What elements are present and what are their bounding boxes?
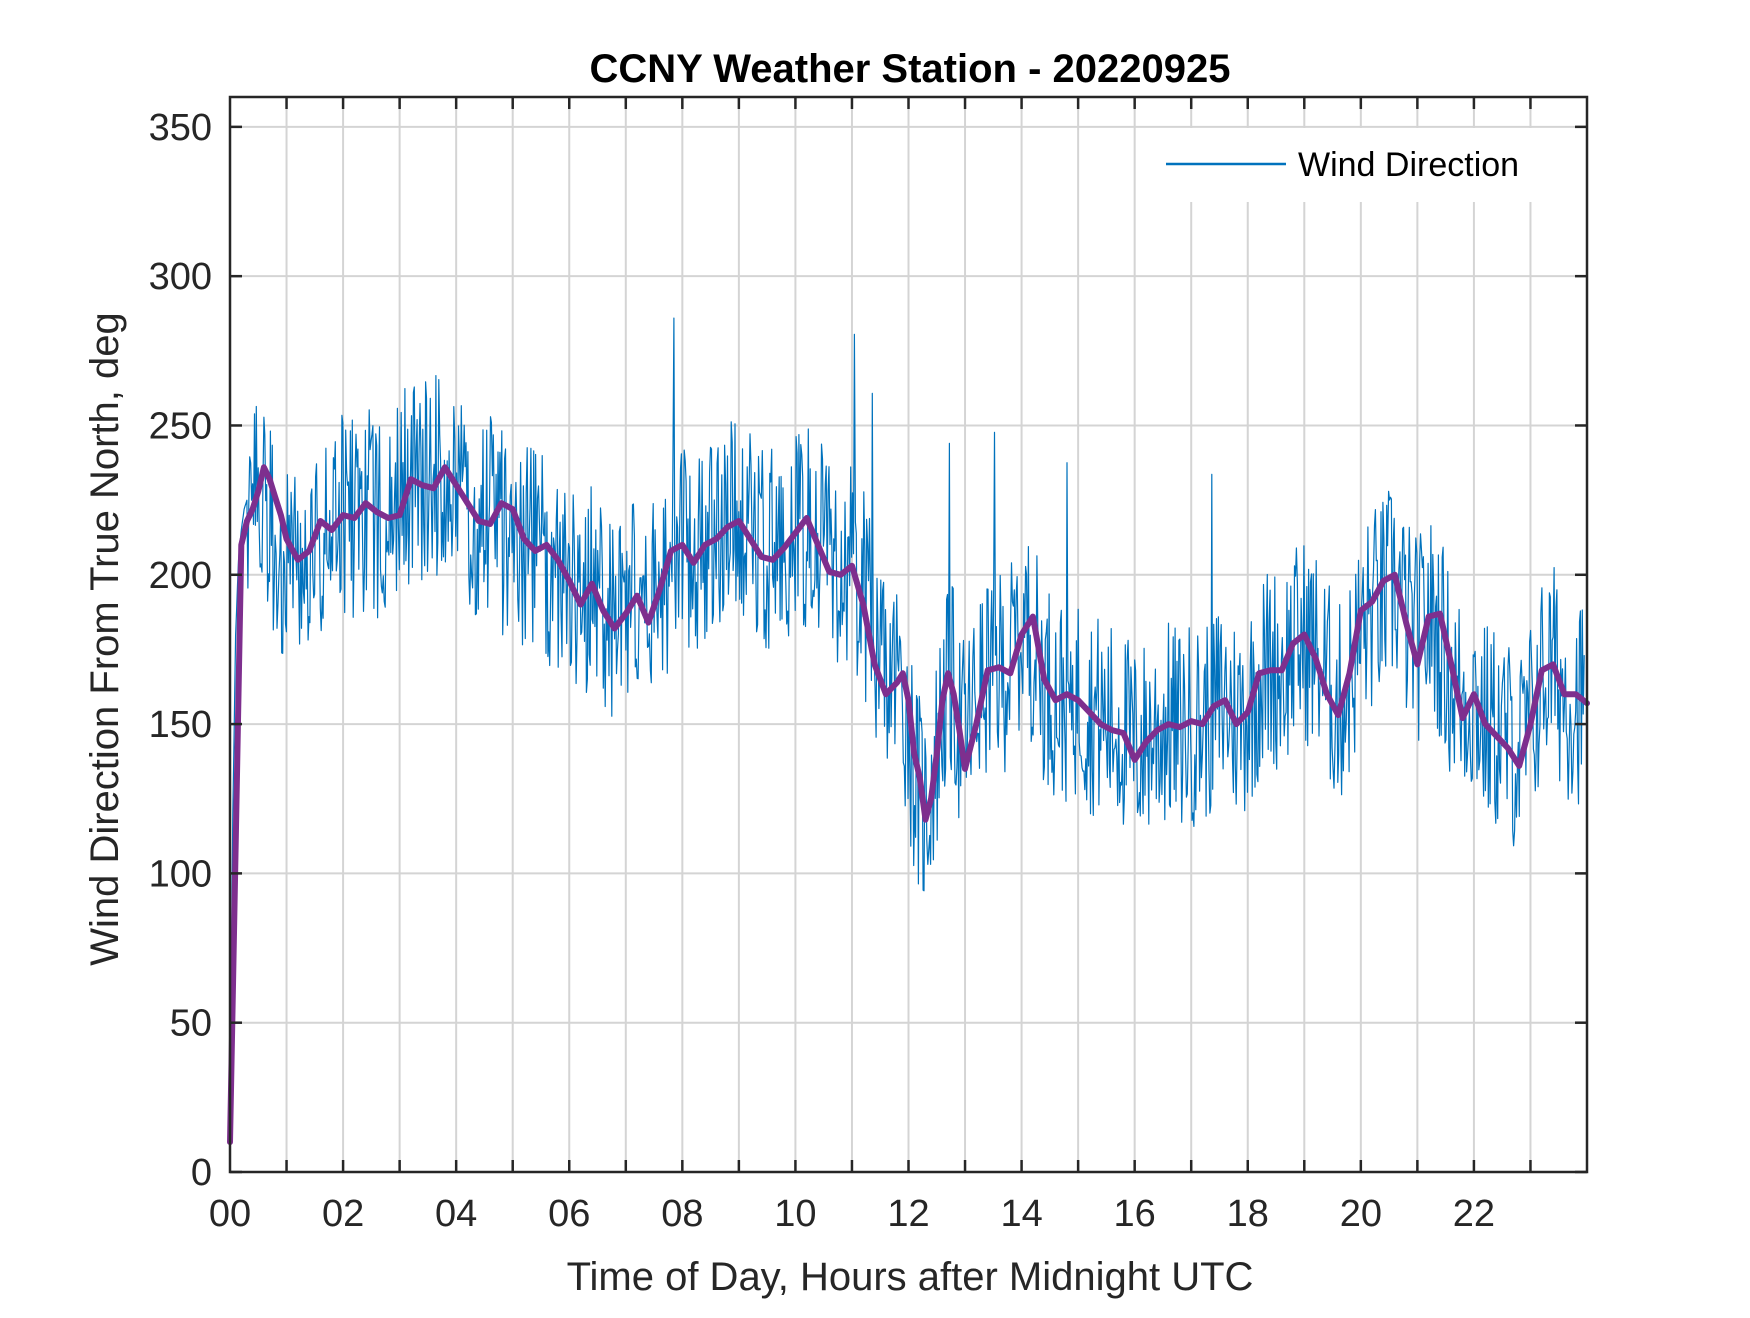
legend-label-wind-direction: Wind Direction [1298, 146, 1519, 184]
y-tick-label: 350 [149, 107, 212, 149]
x-tick-label: 10 [774, 1193, 816, 1235]
x-tick-label: 20 [1340, 1193, 1382, 1235]
x-tick-label: 02 [322, 1193, 364, 1235]
x-tick-label: 06 [548, 1193, 590, 1235]
y-tick-label: 0 [191, 1152, 212, 1194]
x-tick-label: 00 [209, 1193, 251, 1235]
y-tick-label: 150 [149, 704, 212, 746]
x-tick-label: 16 [1114, 1193, 1156, 1235]
y-tick-label: 200 [149, 555, 212, 597]
x-tick-labels: 00 02 04 06 08 10 12 14 16 18 20 22 [209, 1193, 1495, 1235]
x-tick-label: 22 [1453, 1193, 1495, 1235]
legend: Wind Direction [1150, 128, 1572, 202]
y-tick-label: 250 [149, 405, 212, 447]
tick-marks [230, 97, 1587, 1174]
x-tick-label: 18 [1227, 1193, 1269, 1235]
x-tick-label: 08 [661, 1193, 703, 1235]
x-tick-label: 04 [435, 1193, 477, 1235]
x-tick-label: 14 [1000, 1193, 1042, 1235]
y-tick-labels: 0 50 100 150 200 250 300 350 [149, 107, 212, 1194]
raw-series-layer [229, 317, 1585, 1143]
x-axis-label: Time of Day, Hours after Midnight UTC [567, 1255, 1254, 1299]
wind-direction-raw-line [229, 317, 1585, 1143]
wind-direction-moving-average-line [227, 464, 1590, 1146]
y-tick-label: 50 [170, 1003, 212, 1045]
y-axis-label: Wind Direction From True North, deg [83, 312, 127, 966]
y-tick-label: 300 [149, 256, 212, 298]
chart-title: CCNY Weather Station - 20220925 [590, 47, 1231, 91]
y-tick-label: 100 [149, 853, 212, 895]
smooth-series-layer [227, 464, 1590, 1146]
x-tick-label: 12 [887, 1193, 929, 1235]
